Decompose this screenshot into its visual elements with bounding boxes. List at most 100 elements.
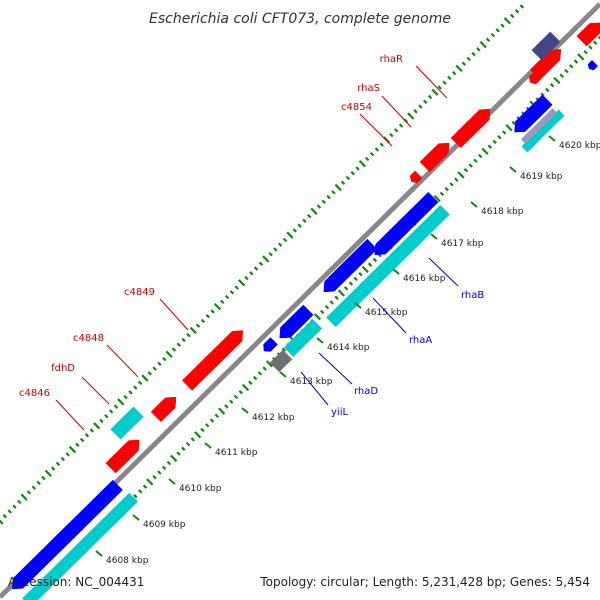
gc-outer-tick bbox=[374, 147, 380, 152]
gene-label-forward: c4848 bbox=[73, 333, 104, 344]
gc-outer-tick bbox=[500, 23, 505, 28]
gc-inner-tick bbox=[505, 124, 513, 132]
scale-tick-mark bbox=[548, 135, 556, 142]
gc-outer-tick bbox=[485, 37, 491, 43]
gc-outer-tick bbox=[253, 266, 259, 271]
gc-inner-tick bbox=[190, 437, 196, 442]
reverse-rna-block bbox=[283, 318, 323, 358]
gc-outer-tick bbox=[7, 509, 12, 514]
reverse-cds-block bbox=[374, 191, 439, 256]
gc-outer-tick bbox=[407, 112, 415, 120]
gc-inner-tick bbox=[205, 423, 210, 428]
gc-outer-tick bbox=[345, 175, 351, 181]
gc-outer-tick bbox=[249, 271, 254, 276]
gc-inner-tick bbox=[319, 309, 325, 315]
gc-outer-tick bbox=[476, 47, 481, 52]
gc-inner-tick bbox=[564, 68, 569, 74]
gc-inner-tick bbox=[449, 182, 454, 187]
forward-small-block bbox=[528, 71, 542, 85]
gc-outer-tick bbox=[75, 442, 80, 447]
gc-inner-tick bbox=[353, 276, 358, 282]
gc-outer-tick bbox=[423, 99, 428, 104]
gc-outer-tick bbox=[442, 80, 447, 85]
gc-inner-tick bbox=[248, 380, 253, 385]
gc-inner-tick bbox=[329, 300, 334, 305]
gc-outer-tick bbox=[413, 109, 418, 114]
gc-inner-tick bbox=[597, 35, 600, 40]
gc-outer-tick bbox=[273, 247, 278, 252]
gc-outer-tick bbox=[26, 490, 32, 495]
gene-leader-line bbox=[318, 352, 353, 385]
scale-tick-label: 4615 kbp bbox=[365, 308, 408, 318]
gc-outer-tick bbox=[229, 290, 235, 295]
gc-outer-tick bbox=[495, 28, 500, 33]
gc-outer-tick bbox=[234, 285, 239, 290]
gc-outer-tick bbox=[17, 499, 22, 505]
gene-labels: rhaR rhaS c4854 c4849 c4848 fdhD c4846 rhaB rhaA… bbox=[19, 54, 484, 431]
other-feature-block bbox=[531, 31, 561, 61]
gc-outer-tick bbox=[113, 404, 119, 409]
gene-label-reverse: rhaB bbox=[461, 290, 484, 301]
gc-outer-tick bbox=[326, 194, 331, 200]
gc-inner-tick bbox=[324, 304, 330, 310]
gc-inner-tick bbox=[185, 441, 191, 447]
scale-tick-label: 4612 kbp bbox=[252, 413, 295, 423]
gc-outer-tick bbox=[503, 17, 511, 25]
gc-inner-tick bbox=[569, 64, 574, 69]
gc-inner-tick bbox=[348, 281, 354, 286]
gene-leader-line bbox=[415, 65, 448, 99]
gc-outer-tick bbox=[89, 428, 94, 433]
map-title: Escherichia coli CFT073, complete genome bbox=[149, 11, 451, 27]
scale-tick-label: 4619 kbp bbox=[520, 172, 563, 182]
gc-outer-tick bbox=[238, 279, 246, 287]
gc-inner-tick bbox=[468, 163, 473, 168]
gene-label-forward: fdhD bbox=[51, 363, 75, 374]
reverse-cds-block bbox=[263, 337, 278, 352]
gc-inner-tick bbox=[233, 394, 239, 400]
gene-label-reverse: rhaA bbox=[409, 335, 432, 346]
scale-tick-label: 4608 kbp bbox=[106, 556, 149, 566]
scale-tick-label: 4618 kbp bbox=[481, 207, 524, 217]
gc-outer-tick bbox=[302, 218, 307, 224]
reverse-cds-block bbox=[514, 94, 553, 133]
gc-outer-tick bbox=[133, 385, 138, 390]
gc-outer-tick bbox=[220, 299, 225, 305]
gc-outer-tick bbox=[84, 433, 90, 438]
gc-inner-tick bbox=[372, 257, 378, 263]
gc-outer-tick bbox=[157, 361, 162, 366]
gc-inner-tick bbox=[146, 478, 154, 486]
gene-leader-line bbox=[159, 298, 189, 331]
scale-tick-label: 4611 kbp bbox=[215, 448, 258, 458]
gc-inner-tick bbox=[137, 489, 143, 494]
gc-inner-tick bbox=[588, 45, 593, 50]
gc-inner-tick bbox=[473, 158, 478, 163]
gc-outer-tick bbox=[244, 275, 249, 281]
gc-inner-tick bbox=[487, 144, 493, 149]
gc-inner-tick bbox=[238, 390, 243, 395]
scale-tick-label: 4616 kbp bbox=[403, 274, 446, 284]
gc-outer-tick bbox=[286, 231, 294, 239]
gc-inner-tick bbox=[463, 168, 469, 173]
gc-outer-tick bbox=[334, 183, 342, 192]
gc-outer-tick bbox=[141, 374, 149, 382]
scale-tick-mark bbox=[168, 478, 176, 485]
scale-tick-mark bbox=[204, 442, 212, 449]
gc-outer-tick bbox=[262, 255, 270, 263]
forward-small-block bbox=[409, 170, 423, 184]
gc-inner-tick bbox=[492, 139, 497, 145]
gc-inner-tick bbox=[361, 265, 369, 274]
gc-outer-tick bbox=[0, 519, 4, 525]
gc-inner-tick bbox=[166, 460, 172, 466]
gc-outer-tick bbox=[471, 51, 476, 57]
feature-track bbox=[12, 22, 600, 600]
gc-inner-tick bbox=[511, 120, 516, 126]
gc-outer-tick bbox=[258, 261, 264, 266]
gc-outer-tick bbox=[195, 323, 201, 328]
genome-summary-text: Topology: circular; Length: 5,231,428 bp… bbox=[259, 575, 590, 589]
gc-outer-tick bbox=[452, 70, 457, 76]
scale-track: 4608 kbp 4609 kbp 4610 kbp 4611 kbp 4612 kbp… bbox=[95, 135, 600, 566]
gene-label-forward: rhaR bbox=[380, 54, 403, 65]
gene-leader-line bbox=[81, 376, 110, 405]
accession-text: Accession: NC_004431 bbox=[8, 575, 144, 589]
gene-label-forward: c4854 bbox=[341, 102, 372, 113]
